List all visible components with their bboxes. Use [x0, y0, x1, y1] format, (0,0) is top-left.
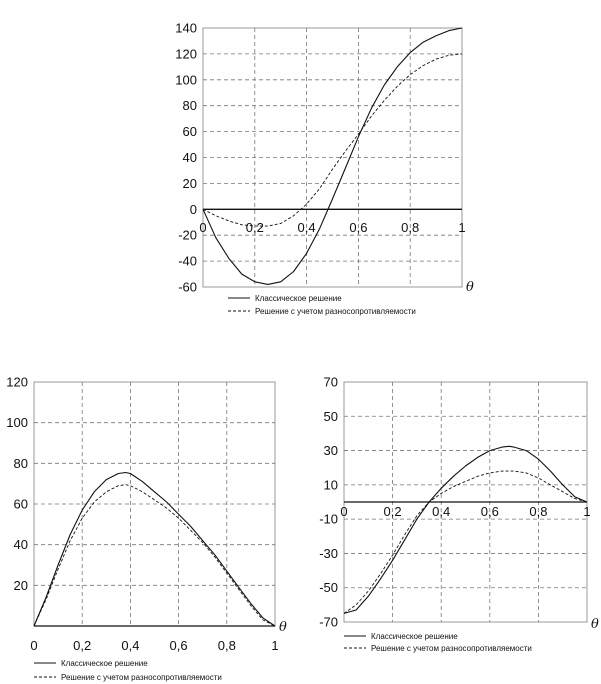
y-tick-label: 100 [6, 415, 28, 430]
x-tick-label: 0,2 [246, 220, 264, 235]
y-tick-label: -70 [319, 615, 338, 630]
legend-label: Классическое решение [371, 632, 458, 641]
y-tick-label: 50 [324, 409, 338, 424]
legend-label: Решение с учетом разносопротивляемости [371, 644, 532, 653]
x-tick-label: 0,8 [529, 504, 547, 519]
legend: Классическое решение Решение с учетом раз… [34, 659, 222, 682]
x-tick-label: 0 [30, 638, 37, 653]
y-tick-label: -20 [178, 228, 197, 243]
y-tick-label: -30 [319, 546, 338, 561]
x-tick-label: 0 [340, 504, 347, 519]
legend-label: Решение с учетом разносопротивляемости [61, 673, 222, 682]
legend-label: Классическое решение [255, 294, 342, 303]
x-axis-label: θ [279, 620, 287, 635]
x-tick-label: 0,8 [401, 220, 419, 235]
series-line-dashed [343, 470, 588, 614]
y-tick-label: 60 [183, 124, 197, 139]
y-tick-label: 80 [14, 456, 28, 471]
x-tick-label: 0,2 [384, 504, 402, 519]
chart-2: 20 40 60 80 100 120 0 0,2 0,4 0,6 0,8 1θ Классическо… [6, 375, 287, 683]
series-line-solid [202, 27, 463, 285]
y-tick-label: 80 [183, 98, 197, 113]
x-tick-label: 0,4 [121, 638, 139, 653]
y-tick-label: 120 [6, 375, 28, 390]
legend: Классическое решение Решение с учетом раз… [344, 632, 532, 653]
x-tick-label: 1 [271, 638, 278, 653]
y-tick-label: 10 [324, 477, 338, 492]
legend: Классическое решение Решение с учетом раз… [228, 294, 416, 316]
y-tick-label: 70 [324, 375, 338, 390]
y-tick-label: -50 [319, 580, 338, 595]
x-tick-label: 0,4 [298, 220, 316, 235]
y-tick-label: 40 [183, 150, 197, 165]
y-tick-label: -10 [319, 512, 338, 527]
x-axis-label: θ [591, 617, 599, 632]
y-tick-label: 40 [14, 537, 28, 552]
legend-label: Решение с учетом разносопротивляемости [255, 307, 416, 316]
x-tick-label: 1 [458, 220, 465, 235]
legend-label: Классическое решение [61, 659, 148, 668]
x-tick-label: 0,4 [432, 504, 450, 519]
y-tick-label: 100 [175, 72, 197, 87]
y-tick-label: 120 [175, 46, 197, 61]
y-tick-label: 0 [190, 202, 197, 217]
y-tick-label: 30 [324, 443, 338, 458]
x-tick-label: 0 [199, 220, 206, 235]
y-tick-label: -40 [178, 254, 197, 269]
chart-3: -70 -50 -30 -10 10 30 50 70 0 0,2 0,4 0,6 0,8 1 θ Класс… [319, 375, 599, 654]
x-axis-label: θ [466, 280, 474, 295]
x-tick-label: 0,6 [481, 504, 499, 519]
y-tick-label: 20 [14, 578, 28, 593]
series-line-solid [33, 471, 276, 627]
x-tick-label: 0,8 [218, 638, 236, 653]
x-tick-label: 0,2 [73, 638, 91, 653]
x-tick-label: 0,6 [170, 638, 188, 653]
y-tick-label: 140 [175, 21, 197, 36]
y-tick-label: -60 [178, 280, 197, 295]
x-tick-label: 0,6 [349, 220, 367, 235]
series-line-dashed [33, 484, 276, 627]
y-tick-label: 60 [14, 497, 28, 512]
series-line-solid [343, 445, 588, 614]
series-line-dashed [202, 53, 463, 227]
y-tick-label: 20 [183, 176, 197, 191]
x-tick-label: 1 [583, 504, 590, 519]
